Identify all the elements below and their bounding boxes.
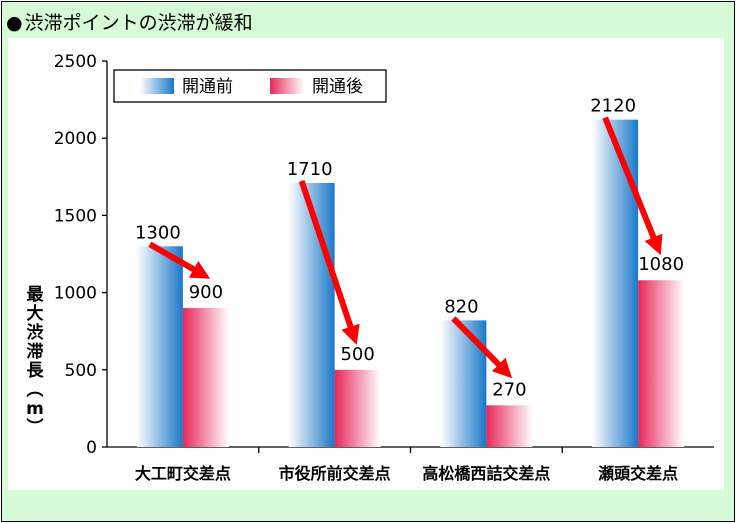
bar-before [136, 246, 183, 447]
legend: 開通前 開通後 [113, 69, 387, 103]
y-tick-label: 2000 [54, 129, 97, 149]
category-label: 高松橋西詰交差点 [422, 464, 550, 483]
data-label-after: 500 [340, 344, 374, 365]
y-tick-label: 1000 [54, 284, 97, 304]
data-labels: 1300 900 大工町交差点 1710 500 市役所前交差点 820 270 高松橋西詰交差… [135, 96, 684, 483]
change-arrow [148, 241, 211, 279]
y-tick-label: 1500 [54, 206, 97, 226]
y-axis-label: 最大渋滞長︵ m ︶ [26, 285, 44, 438]
category-label: 大工町交差点 [135, 464, 231, 483]
data-label-after: 1080 [638, 254, 684, 275]
data-label-after: 270 [492, 379, 526, 400]
legend-swatch-after [270, 78, 304, 94]
y-tick-label: 0 [86, 438, 97, 458]
bar-after [182, 308, 229, 447]
bar-before [288, 182, 335, 447]
legend-label-after: 開通後 [312, 77, 363, 97]
category-label: 市役所前交差点 [279, 464, 391, 483]
title-bullet: ● [6, 12, 23, 34]
y-tick-label: 500 [65, 361, 97, 381]
change-arrows [148, 116, 663, 379]
bar-before [440, 320, 487, 447]
change-arrow [602, 116, 663, 256]
data-label-before: 820 [444, 296, 478, 317]
bar-before [592, 119, 639, 447]
chart-title: ● 渋滞ポイントの渋滞が緩和 [6, 8, 253, 35]
bar-after [334, 369, 381, 447]
data-label-before: 1710 [287, 159, 333, 180]
legend-label-before: 開通前 [182, 77, 233, 97]
data-label-before: 1300 [135, 222, 181, 243]
bar-after [638, 280, 685, 447]
data-label-after: 900 [189, 282, 223, 303]
bar-after [486, 405, 533, 447]
change-arrow [298, 180, 360, 345]
y-axis-title: 最大渋滞長︵ m ︶ [26, 285, 44, 438]
y-tick-label: 2500 [54, 52, 97, 72]
data-label-before: 2120 [590, 96, 636, 117]
chart-title-text: 渋滞ポイントの渋滞が緩和 [24, 12, 253, 34]
legend-swatch-before [140, 78, 174, 94]
change-arrow [451, 316, 513, 379]
category-label: 瀬頭交差点 [598, 464, 678, 483]
